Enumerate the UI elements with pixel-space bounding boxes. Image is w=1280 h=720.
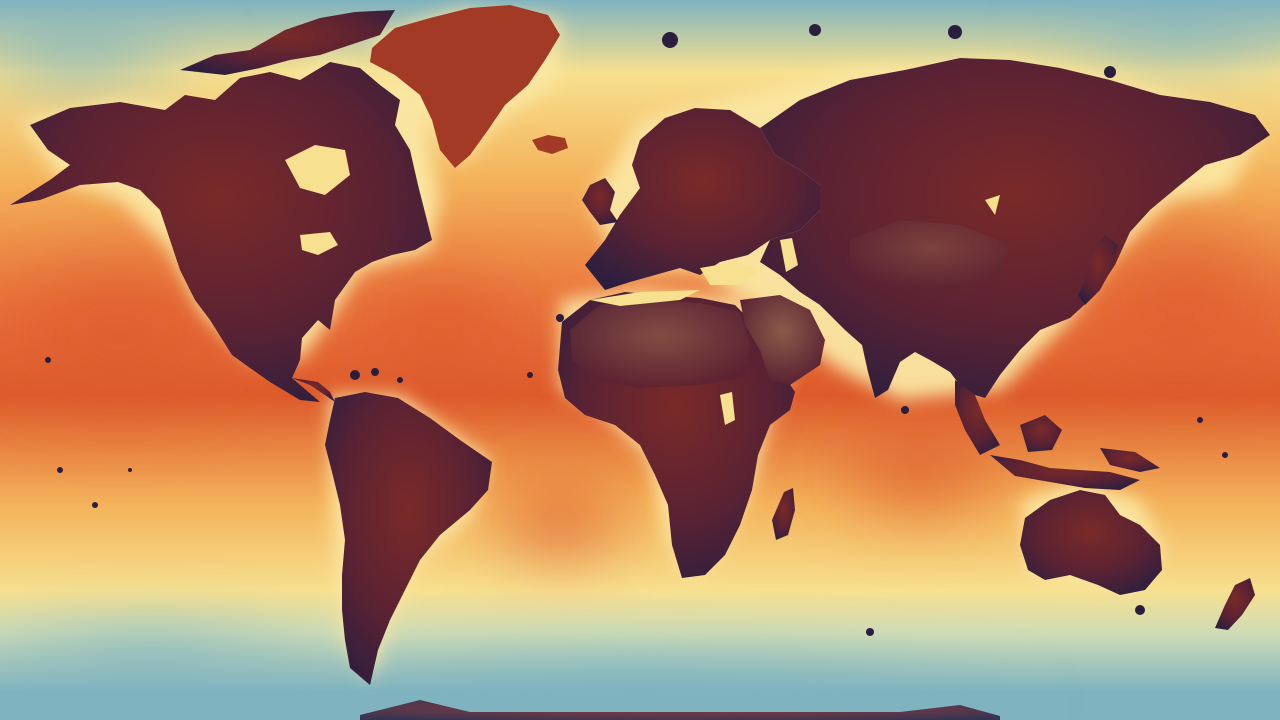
landmass-europe bbox=[585, 108, 820, 290]
landmass-indonesia bbox=[990, 455, 1140, 490]
landmass-antarctica bbox=[360, 700, 1000, 720]
landmass-new-zealand bbox=[1215, 578, 1255, 630]
landmass-arabian-peninsula bbox=[740, 295, 825, 385]
landmass-tibetan-plateau bbox=[850, 220, 1010, 290]
landmass-asia bbox=[760, 58, 1270, 398]
landmass-borneo bbox=[1020, 415, 1062, 452]
landmass-new-guinea bbox=[1100, 448, 1160, 472]
landmass-japan bbox=[1078, 235, 1118, 305]
landmass-australia bbox=[1020, 490, 1162, 595]
landmass-central-america bbox=[292, 378, 335, 402]
inland-water bbox=[285, 145, 1000, 425]
landmass-south-america bbox=[325, 392, 492, 685]
island-specks bbox=[45, 24, 1228, 636]
landmass-canadian-archipelago bbox=[180, 10, 395, 75]
landmass-sahara bbox=[570, 300, 750, 388]
landmass-british-isles bbox=[582, 178, 618, 225]
landmass-greenland bbox=[370, 5, 560, 168]
landmass-southeast-asia bbox=[955, 380, 1000, 455]
landmass-iceland bbox=[532, 135, 568, 154]
landmass-madagascar bbox=[772, 488, 795, 540]
